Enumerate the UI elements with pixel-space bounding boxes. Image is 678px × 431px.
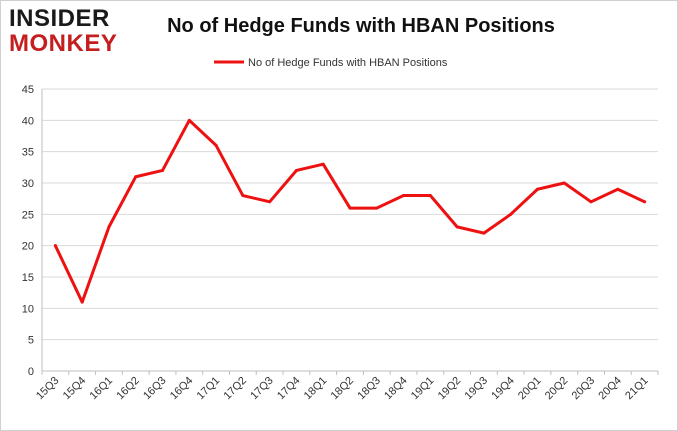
legend-label: No of Hedge Funds with HBAN Positions (248, 57, 448, 69)
x-tick-label: 15Q3 (34, 375, 62, 403)
y-tick-label: 25 (22, 209, 34, 221)
x-tick-label: 20Q3 (570, 375, 598, 403)
x-tick-label: 16Q3 (141, 375, 169, 403)
x-tick-label: 18Q3 (355, 375, 383, 403)
series-group (53, 118, 647, 304)
data-point (509, 212, 513, 216)
data-point (455, 225, 459, 229)
x-tick-label: 20Q1 (516, 375, 544, 403)
data-point (161, 168, 165, 172)
x-tick-label: 19Q3 (463, 375, 491, 403)
data-point (294, 168, 298, 172)
x-tick-label: 18Q1 (302, 375, 330, 403)
x-tick-label: 21Q1 (623, 375, 651, 403)
x-tick-label: 20Q4 (596, 375, 624, 403)
data-point (616, 187, 620, 191)
x-tick-label: 17Q3 (248, 375, 276, 403)
x-tick-label: 19Q1 (409, 375, 437, 403)
x-tick-label: 20Q2 (543, 375, 571, 403)
data-point (643, 200, 647, 204)
x-tick-label: 17Q4 (275, 375, 303, 403)
logo-line-1: INSIDER (9, 5, 110, 32)
data-point (402, 194, 406, 198)
data-point (589, 200, 593, 204)
x-axis-ticks: 15Q3 15Q4 16Q1 16Q2 16Q3 16Q4 17Q1 17Q2 17Q3 17Q4… (34, 371, 659, 403)
data-point (428, 194, 432, 198)
data-point (321, 162, 325, 166)
data-point (482, 231, 486, 235)
data-point (80, 300, 84, 304)
data-point (348, 206, 352, 210)
insider-monkey-logo: INSIDER MONKEY (9, 7, 133, 57)
y-tick-label: 30 (22, 178, 34, 190)
y-tick-label: 35 (22, 147, 34, 159)
y-tick-label: 40 (22, 115, 34, 127)
data-point (134, 175, 138, 179)
data-point (268, 200, 272, 204)
x-tick-label: 18Q4 (382, 375, 410, 403)
x-tick-label: 16Q1 (88, 375, 116, 403)
data-point (53, 244, 57, 248)
y-tick-label: 45 (22, 84, 34, 96)
data-point (107, 225, 111, 229)
y-axis-ticks: 0 5 10 15 20 25 30 35 40 45 (22, 84, 34, 378)
y-tick-label: 15 (22, 272, 34, 284)
x-tick-label: 18Q2 (329, 375, 357, 403)
x-tick-label: 16Q4 (168, 375, 196, 403)
y-tick-label: 5 (28, 335, 34, 347)
logo-line-2: MONKEY (9, 30, 118, 57)
y-tick-label: 20 (22, 241, 34, 253)
data-point (214, 143, 218, 147)
x-tick-label: 17Q2 (221, 375, 249, 403)
x-tick-label: 19Q2 (436, 375, 464, 403)
legend: No of Hedge Funds with HBAN Positions (214, 57, 448, 69)
series-line-0 (53, 118, 647, 304)
y-tick-label: 0 (28, 366, 34, 378)
chart-title: No of Hedge Funds with HBAN Positions (167, 15, 555, 37)
x-tick-label: 15Q4 (61, 375, 89, 403)
data-point (375, 206, 379, 210)
data-point (187, 118, 191, 122)
grid-lines (42, 88, 658, 341)
x-tick-label: 19Q4 (489, 375, 517, 403)
x-tick-label: 17Q1 (195, 375, 223, 403)
data-point (241, 194, 245, 198)
data-point (562, 181, 566, 185)
axes (41, 89, 658, 372)
x-tick-label: 16Q2 (114, 375, 142, 403)
y-tick-label: 10 (22, 303, 34, 315)
data-point (535, 187, 539, 191)
